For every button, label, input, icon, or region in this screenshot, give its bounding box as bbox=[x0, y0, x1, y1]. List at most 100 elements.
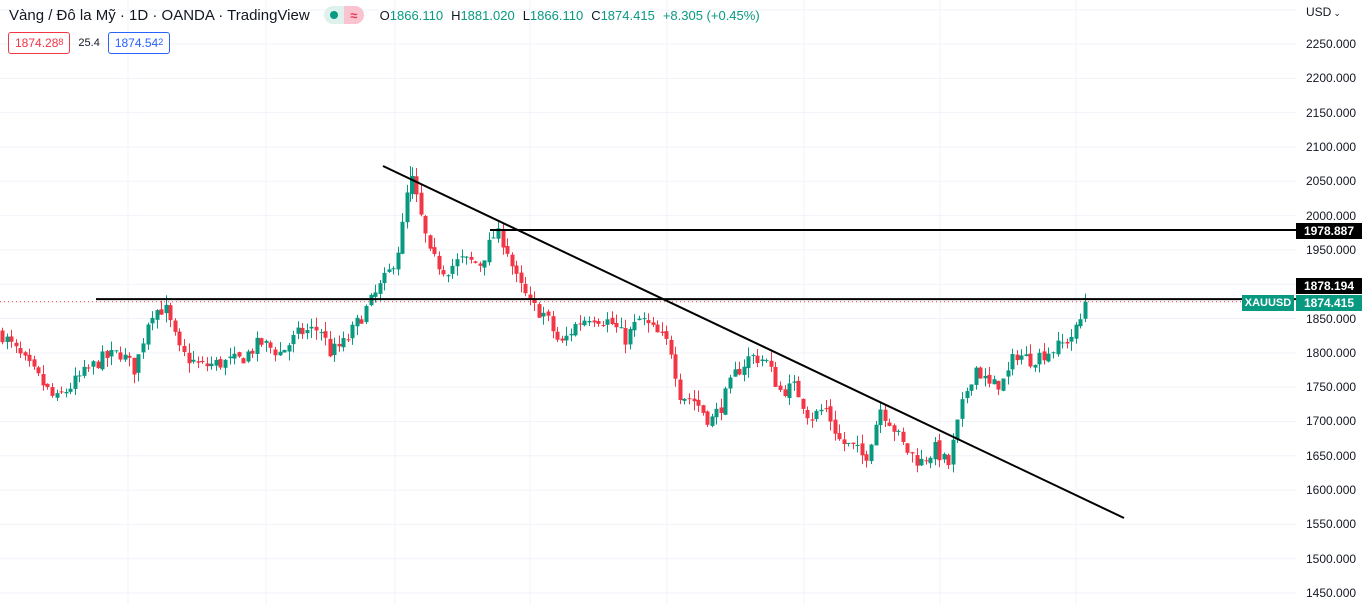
candle-body bbox=[960, 399, 965, 419]
candle-body bbox=[9, 336, 14, 342]
candle-body bbox=[410, 175, 415, 195]
open-label: O bbox=[379, 7, 390, 23]
candle-body bbox=[678, 379, 683, 401]
candle-body bbox=[919, 458, 924, 466]
candle-body bbox=[191, 359, 196, 362]
candle-body bbox=[105, 351, 110, 359]
price-tick-label: 2050.000 bbox=[1306, 174, 1357, 189]
candle-body bbox=[755, 355, 760, 364]
candle-body bbox=[601, 325, 606, 327]
candle-body bbox=[1083, 301, 1088, 319]
candle-body bbox=[237, 352, 242, 357]
sell-button[interactable]: 1874.288 bbox=[8, 32, 71, 54]
candle-body bbox=[764, 360, 769, 362]
candle-body bbox=[268, 342, 273, 348]
candle-body bbox=[942, 453, 947, 460]
candle-body bbox=[819, 409, 824, 412]
candle-body bbox=[200, 360, 205, 363]
candle-body bbox=[118, 352, 123, 360]
candle-body bbox=[728, 377, 733, 389]
candle-body bbox=[273, 349, 278, 356]
candle-body bbox=[646, 320, 651, 324]
price-tick-label: 1500.000 bbox=[1306, 551, 1357, 566]
candle-body bbox=[428, 235, 433, 249]
price-tick-label: 2150.000 bbox=[1306, 105, 1357, 120]
candle-body bbox=[346, 339, 351, 341]
candle-body bbox=[1010, 354, 1015, 370]
candle-body bbox=[487, 239, 492, 263]
close-value: 1874.415 bbox=[600, 7, 655, 23]
candle-body bbox=[901, 431, 906, 443]
candle-body bbox=[860, 443, 865, 456]
price-tick-label: 1650.000 bbox=[1306, 448, 1357, 463]
resistance-price-tag: 1978.887 bbox=[1296, 223, 1362, 239]
candle-body bbox=[692, 398, 697, 402]
price-tick-label: 1700.000 bbox=[1306, 414, 1357, 429]
candle-body bbox=[937, 440, 942, 461]
candle-body bbox=[109, 350, 114, 357]
price-tick-label: 1750.000 bbox=[1306, 380, 1357, 395]
status-pill[interactable]: ≈ bbox=[323, 6, 364, 24]
candle-body bbox=[523, 283, 528, 294]
candle-body bbox=[978, 367, 983, 379]
candle-body bbox=[469, 256, 474, 260]
buy-button[interactable]: 1874.542 bbox=[107, 32, 171, 54]
price-tick-label: 1950.000 bbox=[1306, 242, 1357, 257]
candle-body bbox=[473, 261, 478, 263]
candle-body bbox=[673, 354, 678, 379]
candle-body bbox=[187, 352, 192, 364]
candle-body bbox=[278, 351, 283, 356]
candle-body bbox=[1060, 342, 1065, 344]
candle-body bbox=[182, 346, 187, 353]
sell-price: 1874.28 bbox=[15, 36, 59, 50]
candle-body bbox=[965, 391, 970, 399]
candle-body bbox=[596, 321, 601, 324]
candle-body bbox=[319, 332, 324, 334]
price-tick-label: 1450.000 bbox=[1306, 586, 1357, 600]
candle-body bbox=[828, 406, 833, 422]
candle-body bbox=[55, 393, 60, 398]
candle-body bbox=[350, 324, 355, 339]
candle-body bbox=[541, 312, 546, 317]
candle-body bbox=[214, 360, 219, 366]
chevron-down-icon: ⌄ bbox=[1333, 8, 1341, 18]
currency-selector[interactable]: USD ⌄ bbox=[1306, 5, 1341, 19]
candle-body bbox=[391, 268, 396, 270]
candle-body bbox=[164, 304, 169, 314]
candle-body bbox=[168, 305, 173, 321]
candle-body bbox=[864, 454, 869, 461]
candle-body bbox=[141, 343, 146, 353]
candle-body bbox=[27, 354, 32, 362]
candle-body bbox=[587, 321, 592, 323]
candle-body bbox=[64, 391, 69, 394]
candle-body bbox=[1015, 354, 1020, 361]
candle-body bbox=[1042, 351, 1047, 361]
candle-body bbox=[91, 361, 96, 367]
candle-body bbox=[824, 408, 829, 410]
candle-body bbox=[896, 430, 901, 432]
candle-body bbox=[810, 419, 815, 421]
candle-body bbox=[146, 324, 151, 345]
candle-body bbox=[915, 455, 920, 466]
candle-body bbox=[491, 237, 496, 239]
candle-body bbox=[41, 374, 46, 386]
candle-body bbox=[378, 283, 383, 294]
candle-body bbox=[983, 375, 988, 379]
candle-body bbox=[50, 387, 55, 396]
candle-body bbox=[569, 333, 574, 336]
trendline-drawing bbox=[382, 165, 1125, 519]
candle-body bbox=[501, 229, 506, 248]
candle-body bbox=[514, 265, 519, 274]
low-label: L bbox=[522, 7, 530, 23]
candle-body bbox=[45, 383, 50, 388]
candle-body bbox=[946, 454, 951, 466]
candle-body bbox=[1028, 353, 1033, 367]
candle-body bbox=[573, 324, 578, 336]
symbol-title[interactable]: Vàng / Đô la Mỹ · 1D · OANDA · TradingVi… bbox=[9, 6, 310, 24]
candle-body bbox=[460, 256, 465, 258]
candle-body bbox=[719, 407, 724, 413]
buy-price: 1874.54 bbox=[114, 36, 159, 50]
candle-body bbox=[228, 356, 233, 359]
candle-body bbox=[651, 322, 656, 325]
